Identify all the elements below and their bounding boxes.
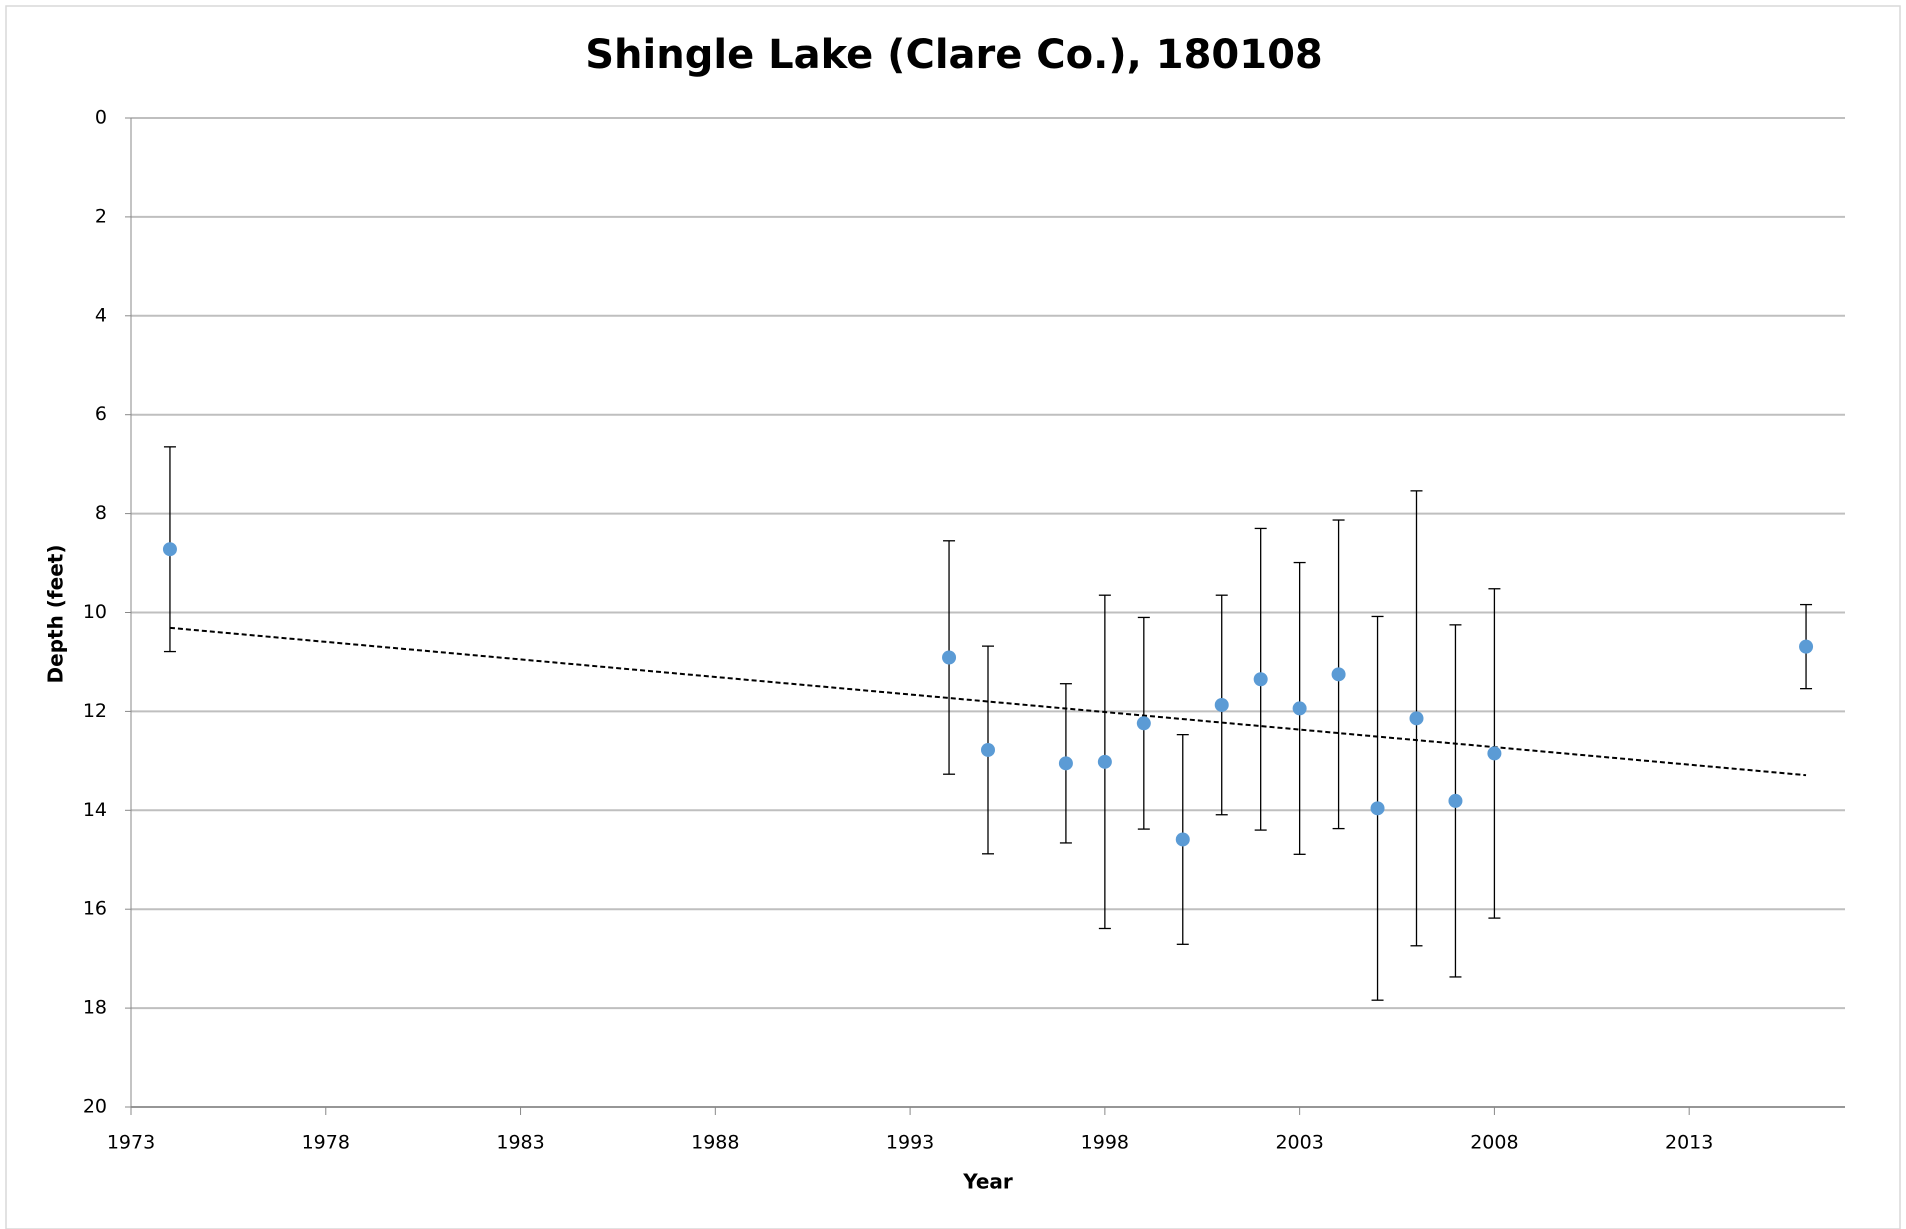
data-point — [1292, 701, 1307, 716]
x-tick-label: 1998 — [1081, 1132, 1129, 1154]
chart-title: Shingle Lake (Clare Co.), 180108 — [585, 32, 1322, 78]
x-tick-label: 2013 — [1665, 1132, 1713, 1154]
data-point — [942, 650, 957, 665]
data-point — [1253, 672, 1268, 687]
data-point — [1136, 716, 1151, 731]
y-tick-label: 16 — [83, 898, 107, 920]
chart-border — [5, 5, 1901, 1229]
data-point — [1175, 832, 1190, 847]
x-axis-title: Year — [962, 1170, 1013, 1194]
data-point — [1097, 754, 1112, 769]
data-point — [1214, 697, 1229, 712]
x-tick-label: 2008 — [1470, 1132, 1518, 1154]
data-point — [981, 742, 995, 757]
x-tick-label: 1973 — [107, 1132, 155, 1154]
x-tick-label: 2003 — [1275, 1132, 1323, 1154]
y-axis-title: Depth (feet) — [44, 545, 68, 684]
data-point — [1058, 756, 1073, 771]
y-tick-label: 8 — [95, 502, 107, 524]
y-tick-label: 0 — [95, 107, 107, 129]
y-tick-label: 18 — [83, 997, 107, 1019]
y-tick-label: 4 — [95, 304, 107, 326]
y-tick-label: 10 — [83, 601, 107, 623]
y-tick-label: 2 — [95, 205, 107, 227]
data-point — [1370, 801, 1385, 816]
y-tick-label: 6 — [95, 403, 107, 425]
data-point — [1487, 746, 1502, 761]
data-point — [1448, 793, 1463, 808]
x-tick-label: 1983 — [496, 1132, 544, 1154]
trendline — [169, 626, 1807, 777]
data-point — [1409, 711, 1424, 726]
data-point — [1799, 639, 1814, 654]
y-tick-label: 14 — [83, 799, 107, 821]
x-tick-label: 1988 — [691, 1132, 739, 1154]
y-tick-label: 12 — [83, 700, 107, 722]
data-point — [1331, 667, 1346, 682]
x-tick-label: 1978 — [302, 1132, 350, 1154]
x-tick-label: 1993 — [886, 1132, 934, 1154]
data-point — [162, 542, 177, 557]
y-tick-label: 20 — [83, 1096, 107, 1118]
